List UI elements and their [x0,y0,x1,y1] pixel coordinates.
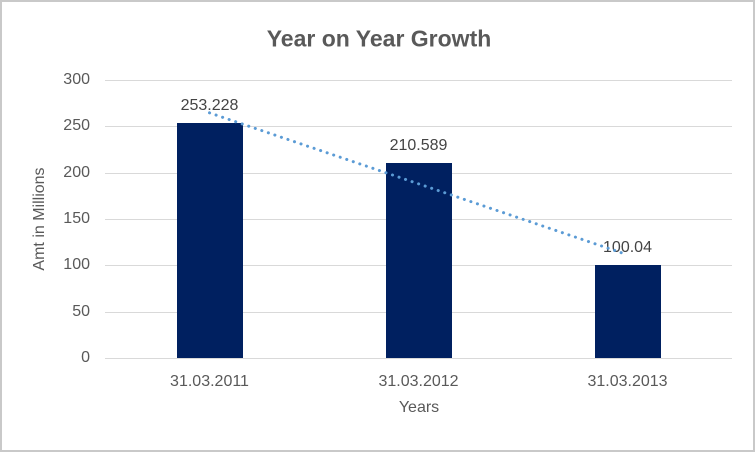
chart-title: Year on Year Growth [266,25,492,52]
bar [385,162,452,358]
y-tick-label: 200 [63,163,90,181]
y-tick-label: 150 [63,210,90,227]
x-tick-label: 31.03.2013 [587,373,668,390]
y-tick-label: 50 [72,302,90,320]
data-label: 100.04 [603,239,652,257]
gridline [105,80,732,81]
bar [176,123,243,358]
gridline [105,358,732,359]
y-tick-label: 0 [81,349,90,366]
x-tick-label: 31.03.2011 [170,373,249,390]
x-tick-label: 31.03.2012 [378,373,459,390]
y-tick-label: 100 [63,256,90,274]
bar [594,265,661,358]
data-label: 253.228 [180,97,239,115]
y-tick-label: 300 [63,71,90,88]
x-axis-title: Years [398,399,440,416]
y-tick-label: 250 [63,117,90,135]
data-label: 210.589 [389,136,448,154]
